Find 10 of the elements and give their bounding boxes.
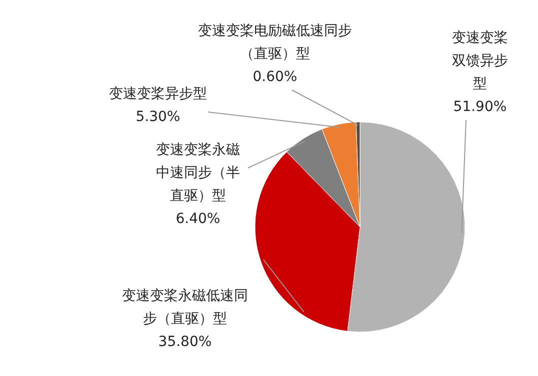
slice-label: 变速变桨双馈异步型 (452, 30, 508, 92)
data-label: 0.60% (252, 69, 298, 85)
slice-label: 变速变桨异步型 (109, 86, 207, 102)
slice-label: 变速变桨永磁低速同步（直驱）型 (122, 288, 248, 327)
data-label: 6.40% (176, 211, 220, 227)
data-label: 35.80% (158, 334, 212, 350)
data-label: 51.90% (453, 99, 507, 115)
data-label: 5.30% (136, 109, 180, 125)
slice-label: 变速变桨永磁中速同步（半直驱）型 (156, 142, 240, 204)
slice-label: 变速变桨电励磁低速同步（直驱）型 (198, 23, 352, 62)
